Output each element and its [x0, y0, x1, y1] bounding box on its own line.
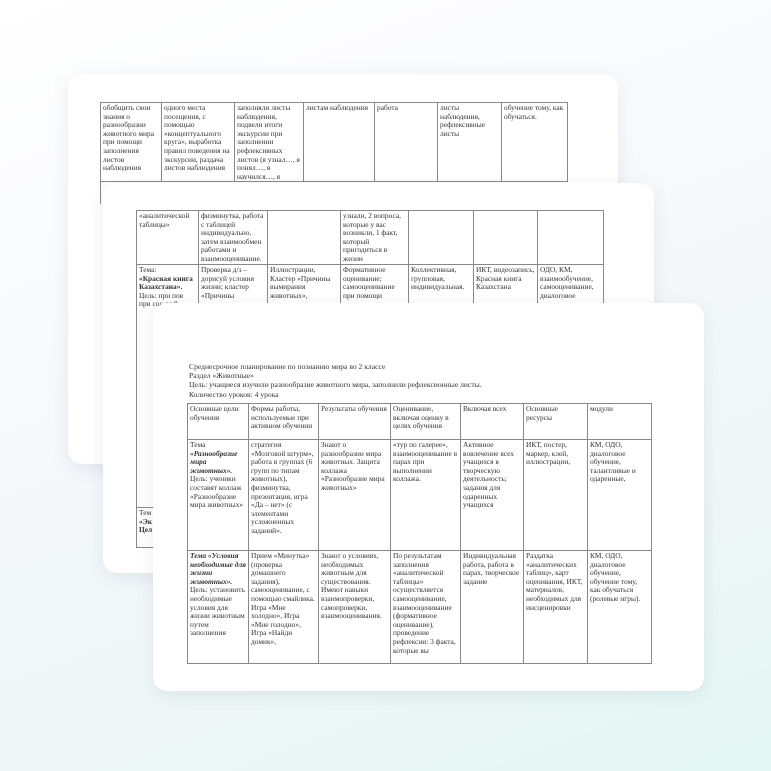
table-cell: листы наблюдения, рефлексивные листы [437, 102, 502, 182]
table-cell: Тема «Разнообразие мира животных». Цель:… [187, 439, 249, 551]
table-cell: По результатам заполнения «аналитической… [390, 550, 461, 664]
column-header: Включая всех [460, 403, 524, 440]
table-cell: обучение тому, как обучаться. [501, 102, 568, 182]
table-cell: узнали, 2 вопроса, которые у вас возникл… [340, 210, 409, 265]
table-cell: Знают о разнообразии мира животных. Защи… [318, 439, 391, 551]
table-header-row: Основные цели обучения Формы работы, исп… [187, 403, 652, 440]
column-header: Результаты обучения [318, 403, 391, 440]
column-header: модули [587, 403, 652, 440]
table-cell: Раздатка «аналитических таблиц», карт оц… [523, 550, 588, 664]
table-cell: Индивидуальная работа, работа в парах, т… [460, 550, 524, 664]
table-cell: физминутка, работа с таблицей индивидуал… [198, 210, 268, 265]
planning-table-front: Основные цели обучения Формы работы, исп… [187, 403, 652, 664]
table-cell: одного места посещения, с помощью «конце… [161, 102, 235, 182]
document-heading: Среднесрочное планирование по познанию м… [189, 362, 482, 399]
column-header: Формы работы, используемые при активном … [248, 403, 319, 440]
table-cell: стратегия «Мозговой штурм», работа в гру… [248, 439, 319, 551]
table-row: «аналитической таблицы» физминутка, рабо… [136, 210, 604, 265]
table-cell [537, 210, 604, 265]
table-cell: Тема «Условия необходимые для жизни живо… [187, 550, 249, 664]
table-cell: Знают о условиях, необходимых животным д… [318, 550, 391, 664]
document-section: Раздел «Животные» [189, 371, 254, 381]
planning-table-back: обобщить свои знания о разнообразии живо… [100, 102, 568, 182]
table-cell [267, 210, 341, 265]
table-row: Тема «Условия необходимые для жизни живо… [187, 550, 652, 664]
document-goal: Цель: учащиеся изучили разнообразие живо… [189, 380, 482, 390]
table-cell: ИКТ, постер, маркер, клей, иллюстрации, [523, 439, 588, 551]
table-cell [473, 210, 538, 265]
table-cell: КМ, ОДО, диалоговое обучение, талантливы… [587, 439, 652, 551]
table-cell: «тур по галерее», взаимооценивание в пар… [390, 439, 461, 551]
column-header: Основные ресурсы [523, 403, 588, 440]
column-header: Оценивание, включая оценку в целях обуче… [390, 403, 461, 440]
table-cell: КМ, ОДО, диалоговое обучение, обучение т… [587, 550, 652, 664]
table-border [100, 180, 101, 204]
table-row: обобщить свои знания о разнообразии живо… [100, 102, 568, 182]
table-cell [408, 210, 474, 265]
document-title: Среднесрочное планирование по познанию м… [189, 362, 386, 371]
column-header: Основные цели обучения [187, 403, 249, 440]
table-cell: листам наблюдения [303, 102, 375, 182]
table-cell: обобщить свои знания о разнообразии живо… [100, 102, 162, 182]
table-cell: Прием «Минутка» (проверка домашнего зада… [248, 550, 319, 664]
document-preview-card-front: Среднесрочное планирование по познанию м… [153, 303, 704, 691]
document-lesson-count: Количество уроков: 4 урока [189, 389, 279, 399]
table-row: Тема «Разнообразие мира животных». Цель:… [187, 439, 652, 551]
table-cell: работа [374, 102, 438, 182]
table-cell: Активное вовлечение всех учащихся в твор… [460, 439, 524, 551]
table-cell: заполняли листы наблюдения, подвели итог… [234, 102, 304, 182]
table-cell: «аналитической таблицы» [136, 210, 199, 265]
